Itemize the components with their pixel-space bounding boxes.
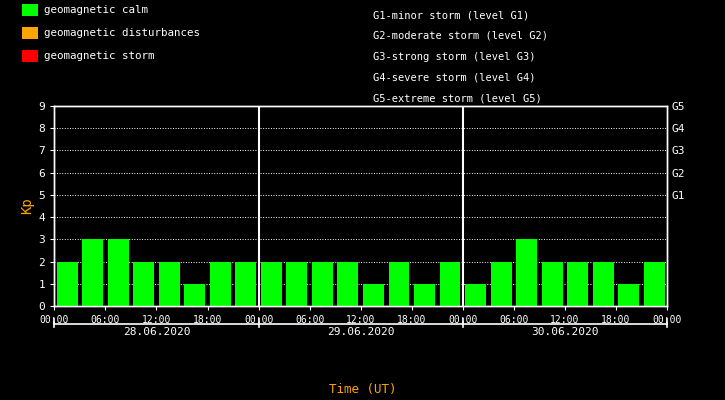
Text: geomagnetic disturbances: geomagnetic disturbances xyxy=(44,28,199,38)
Bar xyxy=(57,262,78,306)
Text: 28.06.2020: 28.06.2020 xyxy=(123,327,190,337)
Bar xyxy=(516,239,537,306)
Text: Time (UT): Time (UT) xyxy=(328,383,397,396)
Bar xyxy=(184,284,205,306)
Bar xyxy=(337,262,358,306)
Bar xyxy=(286,262,307,306)
Text: G5-extreme storm (level G5): G5-extreme storm (level G5) xyxy=(373,93,542,103)
Bar xyxy=(210,262,231,306)
Text: G4-severe storm (level G4): G4-severe storm (level G4) xyxy=(373,72,536,82)
Bar xyxy=(261,262,282,306)
Text: G2-moderate storm (level G2): G2-moderate storm (level G2) xyxy=(373,31,548,41)
Bar xyxy=(491,262,512,306)
Bar xyxy=(618,284,639,306)
Text: geomagnetic storm: geomagnetic storm xyxy=(44,51,154,61)
Text: G1-minor storm (level G1): G1-minor storm (level G1) xyxy=(373,10,530,20)
Bar xyxy=(312,262,333,306)
Bar xyxy=(159,262,180,306)
Bar xyxy=(465,284,486,306)
Bar xyxy=(593,262,613,306)
Bar xyxy=(82,239,103,306)
Bar xyxy=(542,262,563,306)
Text: G3-strong storm (level G3): G3-strong storm (level G3) xyxy=(373,52,536,62)
Bar xyxy=(236,262,256,306)
Bar xyxy=(644,262,665,306)
Bar xyxy=(567,262,588,306)
Text: geomagnetic calm: geomagnetic calm xyxy=(44,5,147,15)
Bar xyxy=(133,262,154,306)
Text: 30.06.2020: 30.06.2020 xyxy=(531,327,599,337)
Bar xyxy=(414,284,435,306)
Bar xyxy=(108,239,128,306)
Bar xyxy=(389,262,410,306)
Y-axis label: Kp: Kp xyxy=(20,198,34,214)
Bar xyxy=(363,284,384,306)
Text: 29.06.2020: 29.06.2020 xyxy=(327,327,394,337)
Bar xyxy=(439,262,460,306)
